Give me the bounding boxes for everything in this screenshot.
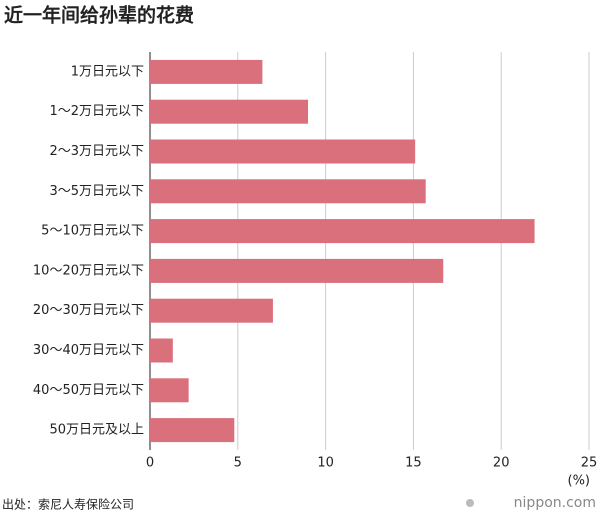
bar: [150, 338, 173, 363]
bar: [150, 298, 273, 323]
bar: [150, 179, 426, 204]
bar: [150, 139, 416, 164]
watermark: nippon.com: [514, 495, 596, 511]
y-tick-label: 2～3万日元以下: [49, 144, 144, 159]
bar: [150, 418, 235, 443]
bar: [150, 59, 263, 84]
bar: [150, 99, 309, 124]
y-tick-label: 3～5万日元以下: [49, 184, 144, 199]
y-tick-label: 30～40万日元以下: [33, 343, 144, 358]
chart-title: 近一年间给孙辈的花费: [4, 4, 194, 27]
y-tick-label: 1～2万日元以下: [49, 104, 144, 119]
bar: [150, 219, 535, 244]
bar: [150, 378, 189, 403]
x-tick-label: 15: [405, 456, 422, 471]
bar: [150, 258, 444, 283]
x-tick-label: 0: [146, 456, 154, 471]
x-tick-label: 20: [493, 456, 510, 471]
y-tick-label: 50万日元及以上: [49, 423, 144, 438]
y-tick-label: 20～30万日元以下: [33, 303, 144, 318]
watermark-icon: [466, 499, 474, 507]
y-tick-label: 40～50万日元以下: [33, 383, 144, 398]
source: 出处：索尼人寿保险公司: [2, 497, 134, 512]
x-tick-label: 25: [581, 456, 598, 471]
y-tick-label: 10～20万日元以下: [33, 263, 144, 278]
x-tick-label: 5: [234, 456, 242, 471]
y-tick-label: 1万日元以下: [71, 64, 144, 79]
x-tick-label: 10: [317, 456, 334, 471]
unit-label: (%): [568, 474, 591, 489]
y-tick-label: 5～10万日元以下: [41, 224, 144, 239]
